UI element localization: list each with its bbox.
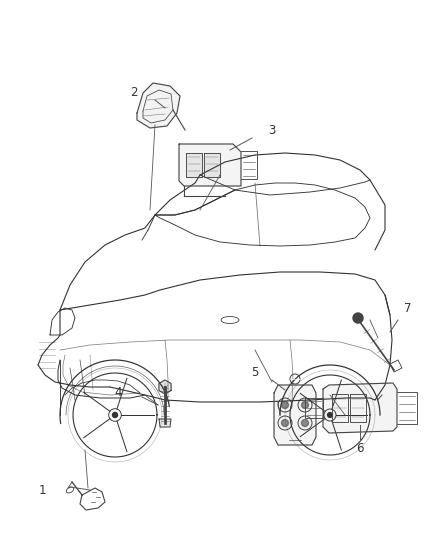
Circle shape [282,401,289,408]
Circle shape [113,413,117,417]
Text: 3: 3 [268,124,276,136]
Polygon shape [159,380,171,394]
Polygon shape [274,385,316,445]
Circle shape [282,419,289,426]
Text: 2: 2 [130,85,138,99]
Circle shape [301,419,308,426]
Text: 6: 6 [356,441,364,455]
Circle shape [328,413,332,417]
Circle shape [301,401,308,408]
Polygon shape [186,153,202,177]
Circle shape [353,313,363,323]
Polygon shape [323,383,397,433]
Text: 5: 5 [251,366,259,378]
Polygon shape [159,419,171,427]
Text: 7: 7 [404,302,412,314]
Text: 1: 1 [38,483,46,497]
Text: 4: 4 [114,385,122,399]
Polygon shape [179,144,241,186]
Polygon shape [204,153,220,177]
Polygon shape [137,83,180,128]
